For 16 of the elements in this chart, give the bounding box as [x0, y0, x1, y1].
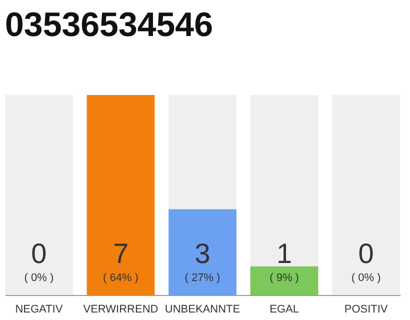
x-tick-label: NEGATIV [15, 304, 64, 316]
data-label: 3 [194, 238, 210, 269]
x-tick-label: VERWIRREND [83, 304, 158, 316]
x-tick-label: POSITIV [344, 304, 388, 316]
chart-title: 03536534546 [5, 6, 214, 44]
data-label: 0 [31, 238, 47, 269]
data-label: 7 [112, 238, 129, 269]
data-label: 0 [358, 238, 374, 269]
annotation: ( 0% ) [351, 272, 381, 284]
x-tick-label: EGAL [270, 304, 299, 316]
annotation: ( 64% ) [102, 272, 138, 284]
annotation: ( 9% ) [270, 272, 299, 284]
annotation: ( 27% ) [184, 272, 220, 284]
x-tick-label: UNBEKANNTE [164, 304, 240, 316]
annotation: ( 0% ) [24, 272, 54, 284]
data-label: 1 [276, 238, 292, 269]
